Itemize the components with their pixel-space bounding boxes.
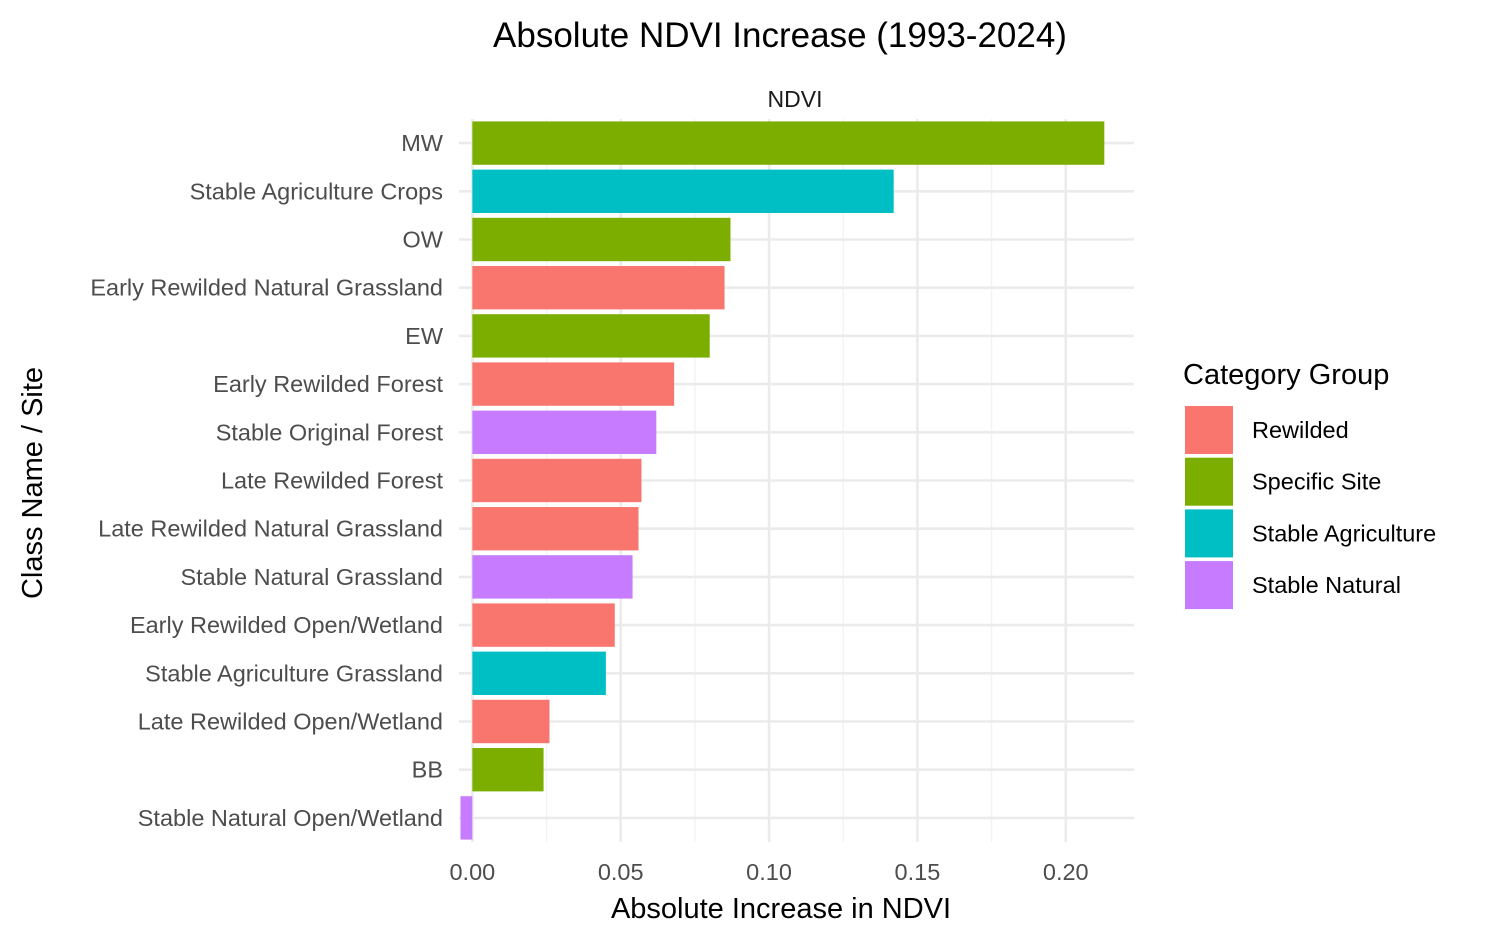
y-tick-label: EW: [405, 323, 444, 349]
bar: [472, 651, 606, 695]
legend-label: Stable Natural: [1252, 572, 1401, 598]
y-tick-label: Stable Original Forest: [216, 419, 444, 445]
y-tick-label: Stable Agriculture Crops: [190, 178, 443, 204]
y-tick-label: Stable Natural Grassland: [180, 564, 443, 590]
bar: [472, 314, 710, 358]
legend-key: [1185, 457, 1233, 506]
y-tick-label: MW: [401, 130, 444, 156]
y-tick-label: BB: [412, 757, 443, 783]
y-tick-label: OW: [403, 227, 444, 253]
legend: Category Group Rewilded Specific Site Stab…: [1183, 359, 1436, 610]
bar: [472, 410, 657, 454]
bar: [472, 507, 639, 551]
legend-label: Stable Agriculture: [1252, 520, 1436, 546]
bars: [460, 121, 1105, 840]
y-tick-label: Stable Agriculture Grassland: [145, 660, 443, 686]
bar: [472, 266, 725, 310]
legend-items: Rewilded Specific Site Stable Agriculture S…: [1185, 406, 1436, 610]
y-axis-title: Class Name / Site: [17, 367, 49, 599]
x-axis-title: Absolute Increase in NDVI: [611, 893, 951, 925]
chart-title: Absolute NDVI Increase (1993-2024): [493, 16, 1067, 55]
y-tick-label: Early Rewilded Open/Wetland: [130, 612, 443, 638]
legend-key: [1185, 509, 1233, 558]
y-tick-label: Late Rewilded Forest: [221, 468, 444, 494]
x-tick-label: 0.15: [895, 859, 941, 885]
x-tick-label: 0.00: [449, 859, 495, 885]
x-tick-label: 0.20: [1043, 859, 1089, 885]
y-tick-label: Late Rewilded Natural Grassland: [98, 516, 443, 542]
y-tick-label: Early Rewilded Natural Grassland: [90, 275, 443, 301]
y-tick-label: Stable Natural Open/Wetland: [138, 805, 443, 831]
bar: [472, 699, 550, 744]
bar: [472, 362, 675, 406]
x-axis-ticks: 0.00 0.05 0.10 0.15 0.20: [449, 859, 1088, 885]
y-tick-label: Late Rewilded Open/Wetland: [138, 709, 443, 735]
legend-title: Category Group: [1183, 359, 1389, 391]
bar: [472, 217, 731, 262]
y-tick-label: Early Rewilded Forest: [213, 371, 443, 397]
legend-key: [1185, 561, 1233, 610]
bar: [472, 458, 642, 503]
x-tick-label: 0.05: [598, 859, 644, 885]
legend-label: Specific Site: [1252, 469, 1381, 495]
legend-key: [1185, 406, 1233, 454]
facet-strip-label: NDVI: [768, 86, 823, 112]
bar: [472, 603, 615, 647]
x-tick-label: 0.10: [746, 859, 792, 885]
y-axis-ticks: MW Stable Agriculture Crops OW Early Rewild…: [90, 130, 443, 831]
bar: [472, 555, 633, 599]
bar: [460, 796, 473, 840]
bar: [472, 121, 1105, 165]
legend-label: Rewilded: [1252, 417, 1349, 443]
bar: [472, 748, 544, 792]
bar: [472, 169, 894, 213]
